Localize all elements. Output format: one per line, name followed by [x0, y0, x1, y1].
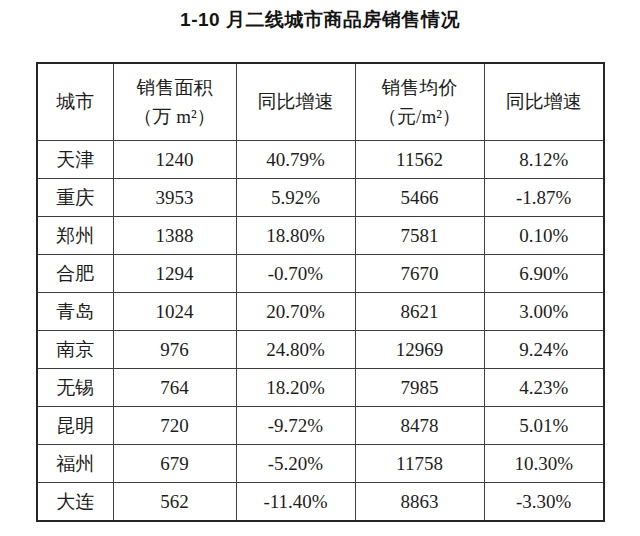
cell-area-yoy: -11.40%: [236, 483, 355, 522]
cell-sales-area: 1388: [113, 217, 236, 255]
cell-avg-price: 8478: [355, 407, 484, 445]
cell-city: 合肥: [37, 255, 113, 293]
cell-area-yoy: 24.80%: [236, 331, 355, 369]
cell-sales-area: 976: [113, 331, 236, 369]
cell-price-yoy: 6.90%: [484, 255, 604, 293]
table-row-chongqing: 重庆 3953 5.92% 5466 -1.87%: [37, 179, 604, 217]
cell-sales-area: 720: [113, 407, 236, 445]
table-row-wuxi: 无锡 764 18.20% 7985 4.23%: [37, 369, 604, 407]
cell-area-yoy: -5.20%: [236, 445, 355, 483]
page-title: 1-10 月二线城市商品房销售情况: [0, 7, 640, 33]
table-row-zhengzhou: 郑州 1388 18.80% 7581 0.10%: [37, 217, 604, 255]
cell-avg-price: 8621: [355, 293, 484, 331]
cell-avg-price: 12969: [355, 331, 484, 369]
cell-price-yoy: 5.01%: [484, 407, 604, 445]
cell-price-yoy: 10.30%: [484, 445, 604, 483]
city-housing-sales-table: 城市 销售面积 （万 m²） 同比增速 销售均价 （元/m²） 同比增速 天津 …: [36, 62, 605, 522]
cell-city: 无锡: [37, 369, 113, 407]
header-sales-area: 销售面积 （万 m²）: [113, 63, 236, 141]
cell-sales-area: 1294: [113, 255, 236, 293]
table-header-row: 城市 销售面积 （万 m²） 同比增速 销售均价 （元/m²） 同比增速: [37, 63, 604, 141]
cell-avg-price: 5466: [355, 179, 484, 217]
cell-avg-price: 7581: [355, 217, 484, 255]
cell-city: 重庆: [37, 179, 113, 217]
table-row-nanjing: 南京 976 24.80% 12969 9.24%: [37, 331, 604, 369]
cell-area-yoy: 20.70%: [236, 293, 355, 331]
cell-price-yoy: 9.24%: [484, 331, 604, 369]
table-row-hefei: 合肥 1294 -0.70% 7670 6.90%: [37, 255, 604, 293]
table-row-qingdao: 青岛 1024 20.70% 8621 3.00%: [37, 293, 604, 331]
cell-city: 青岛: [37, 293, 113, 331]
cell-city: 郑州: [37, 217, 113, 255]
header-area-yoy-growth: 同比增速: [236, 63, 355, 141]
cell-area-yoy: 18.80%: [236, 217, 355, 255]
cell-avg-price: 7985: [355, 369, 484, 407]
cell-area-yoy: -9.72%: [236, 407, 355, 445]
table-row-dalian: 大连 562 -11.40% 8863 -3.30%: [37, 483, 604, 522]
cell-price-yoy: 4.23%: [484, 369, 604, 407]
cell-sales-area: 679: [113, 445, 236, 483]
cell-city: 天津: [37, 141, 113, 179]
cell-city: 大连: [37, 483, 113, 522]
cell-avg-price: 11758: [355, 445, 484, 483]
cell-price-yoy: -1.87%: [484, 179, 604, 217]
cell-avg-price: 11562: [355, 141, 484, 179]
header-price-yoy-growth: 同比增速: [484, 63, 604, 141]
cell-sales-area: 3953: [113, 179, 236, 217]
cell-price-yoy: 0.10%: [484, 217, 604, 255]
cell-sales-area: 562: [113, 483, 236, 522]
cell-sales-area: 1024: [113, 293, 236, 331]
cell-city: 南京: [37, 331, 113, 369]
cell-price-yoy: 3.00%: [484, 293, 604, 331]
cell-area-yoy: -0.70%: [236, 255, 355, 293]
cell-price-yoy: -3.30%: [484, 483, 604, 522]
table-row-fuzhou: 福州 679 -5.20% 11758 10.30%: [37, 445, 604, 483]
table-row-kunming: 昆明 720 -9.72% 8478 5.01%: [37, 407, 604, 445]
cell-area-yoy: 40.79%: [236, 141, 355, 179]
table-body: 天津 1240 40.79% 11562 8.12% 重庆 3953 5.92%…: [37, 141, 604, 522]
cell-city: 福州: [37, 445, 113, 483]
table-row-tianjin: 天津 1240 40.79% 11562 8.12%: [37, 141, 604, 179]
header-avg-price: 销售均价 （元/m²）: [355, 63, 484, 141]
cell-area-yoy: 18.20%: [236, 369, 355, 407]
cell-sales-area: 764: [113, 369, 236, 407]
cell-area-yoy: 5.92%: [236, 179, 355, 217]
cell-avg-price: 8863: [355, 483, 484, 522]
header-city: 城市: [37, 63, 113, 141]
cell-city: 昆明: [37, 407, 113, 445]
cell-avg-price: 7670: [355, 255, 484, 293]
cell-price-yoy: 8.12%: [484, 141, 604, 179]
cell-sales-area: 1240: [113, 141, 236, 179]
